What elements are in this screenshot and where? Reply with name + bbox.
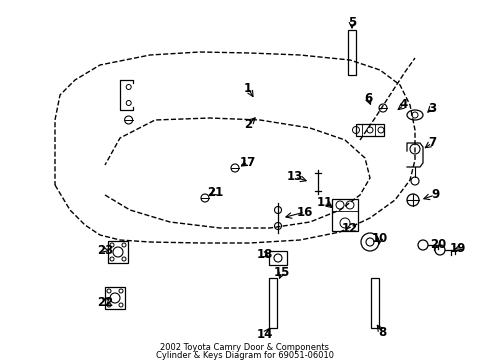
Text: 1: 1: [244, 81, 251, 94]
Text: 12: 12: [341, 221, 357, 234]
Text: 22: 22: [97, 296, 113, 309]
Text: 19: 19: [449, 242, 465, 255]
Text: 4: 4: [399, 99, 407, 112]
Text: 8: 8: [377, 325, 386, 338]
Text: 16: 16: [296, 206, 312, 219]
Text: 6: 6: [363, 91, 371, 104]
Text: 18: 18: [256, 248, 273, 261]
Text: 2: 2: [244, 118, 251, 131]
Text: 15: 15: [273, 266, 289, 279]
Text: 13: 13: [286, 171, 303, 184]
Text: 20: 20: [429, 238, 445, 252]
Text: 23: 23: [97, 243, 113, 256]
Text: 2002 Toyota Camry Door & Components: 2002 Toyota Camry Door & Components: [160, 343, 328, 352]
Text: 11: 11: [316, 195, 332, 208]
Text: Cylinder & Keys Diagram for 69051-06010: Cylinder & Keys Diagram for 69051-06010: [155, 351, 333, 360]
Text: 14: 14: [256, 328, 273, 342]
Text: 7: 7: [427, 136, 435, 149]
Text: 3: 3: [427, 102, 435, 114]
Text: 5: 5: [347, 15, 355, 28]
Text: 21: 21: [206, 185, 223, 198]
Text: 9: 9: [430, 189, 438, 202]
Text: 17: 17: [240, 156, 256, 168]
Text: 10: 10: [371, 231, 387, 244]
